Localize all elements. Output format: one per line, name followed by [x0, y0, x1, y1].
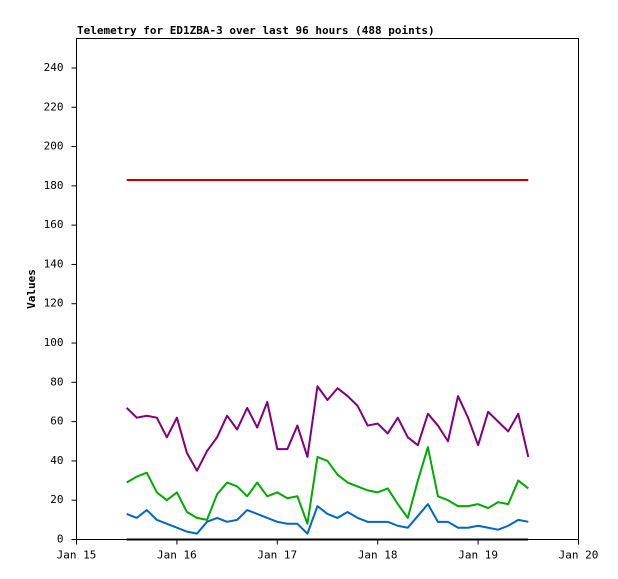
y-tick-label: 120 — [44, 297, 64, 310]
y-tick-label: 20 — [50, 493, 63, 506]
y-tick-label: 80 — [50, 375, 63, 388]
y-tick-label: 200 — [44, 140, 64, 153]
series-line — [126, 446, 529, 525]
x-tick-label: Jan 17 — [257, 549, 297, 562]
y-tick-label: 220 — [44, 100, 64, 113]
x-tick-label: Jan 16 — [157, 549, 197, 562]
x-tick-label: Jan 15 — [57, 549, 97, 562]
y-tick-label: 180 — [44, 179, 64, 192]
chart-title: Telemetry for ED1ZBA-3 over last 96 hour… — [77, 24, 435, 37]
y-tick-label: 40 — [50, 454, 63, 467]
y-tick-label: 60 — [50, 415, 63, 428]
x-tick-label: Jan 19 — [458, 549, 498, 562]
x-tick-label: Jan 20 — [559, 549, 599, 562]
x-tick-label: Jan 18 — [358, 549, 398, 562]
series-line — [126, 385, 530, 472]
series-line — [126, 503, 529, 535]
y-tick-label: 160 — [44, 218, 64, 231]
y-axis-title: Values — [25, 269, 38, 309]
y-tick-label: 140 — [44, 257, 64, 270]
y-tick-label: 240 — [44, 61, 64, 74]
y-tick-label: 100 — [44, 336, 64, 349]
y-tick-label: 0 — [57, 533, 64, 546]
